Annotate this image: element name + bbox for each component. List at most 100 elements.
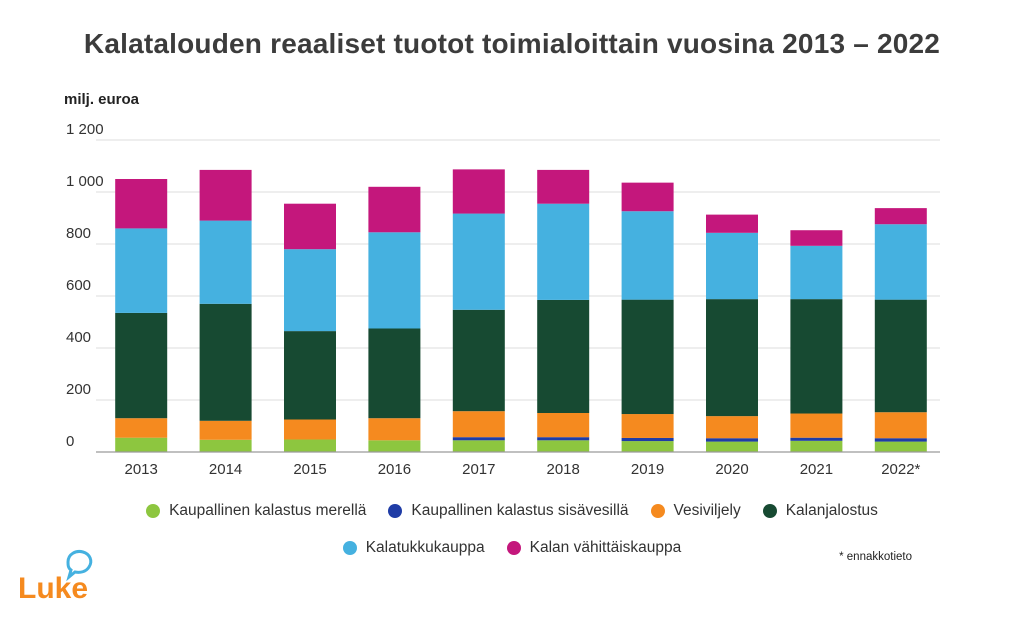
bar-segment (368, 328, 421, 419)
bar-segment (452, 440, 505, 452)
bar-segment (368, 440, 421, 452)
legend-item: Kalan vähittäiskauppa (506, 539, 682, 557)
bar-segment (199, 169, 252, 221)
bar-segment (284, 331, 336, 420)
y-tick-label: 800 (66, 225, 91, 242)
x-tick-label: 2015 (293, 461, 326, 478)
y-tick-label: 400 (66, 329, 91, 346)
y-axis-label: milj. euroa (64, 91, 140, 108)
bar-segment (115, 179, 168, 229)
bar-segment (790, 230, 843, 246)
x-tick-label: 2019 (631, 461, 664, 478)
bar-segment (537, 413, 590, 438)
bar-segment (115, 418, 168, 438)
bar-segment (874, 441, 927, 452)
bar-segment (874, 412, 927, 439)
bar-segment (706, 438, 758, 442)
legend-row-2: Kalatukkukauppa Kalan vähittäiskauppa (0, 539, 1024, 557)
x-tick-label: 2021 (800, 461, 833, 478)
legend-swatch (506, 541, 521, 555)
legend-label: Kalan vähittäiskauppa (529, 539, 682, 556)
luke-logo: Luke (16, 548, 96, 609)
bar-segment (874, 299, 927, 413)
legend-item: Kaupallinen kalastus sisävesillä (388, 502, 629, 520)
bar-segment (621, 441, 674, 452)
bar-segment (537, 169, 590, 204)
legend-row-1: Kaupallinen kalastus merellä Kaupallinen … (0, 502, 1024, 520)
bar-segment (537, 203, 590, 300)
chart-title: Kalatalouden reaaliset tuotot toimialoit… (83, 28, 941, 59)
y-tick-label: 1 200 (66, 121, 104, 138)
bar-segment (368, 232, 421, 329)
y-tick-label: 200 (66, 381, 91, 398)
bar-segment (706, 232, 758, 300)
bar-segment (284, 249, 336, 332)
bar-segment (537, 440, 590, 452)
legend-swatch (342, 541, 357, 555)
x-tick-label: 2017 (462, 461, 495, 478)
legend-swatch (650, 504, 665, 518)
bar-segment (790, 437, 843, 441)
logo-text: Luke (18, 572, 88, 604)
bar-segment (621, 437, 674, 442)
bar-segment (284, 203, 336, 250)
bar-segment (199, 303, 252, 421)
bar-segment (706, 214, 758, 233)
speech-bubble-icon (66, 550, 93, 582)
bar-segment (452, 437, 505, 441)
bar-segment (368, 418, 421, 441)
stacked-bar-chart: milj. euroa 0 200 400 600 800 1 000 1 200 2013 20… (64, 91, 940, 478)
legend-label: Kalanjalostus (785, 502, 878, 519)
bar-segment (621, 299, 674, 415)
bar-segment (874, 224, 927, 300)
footnote: * ennakkotieto (839, 551, 912, 563)
bar-segment (199, 439, 252, 452)
bar-segment (537, 437, 590, 441)
bar-segment (537, 299, 590, 413)
legend-label: Kalatukkukauppa (365, 539, 485, 556)
bar-segment (790, 440, 843, 452)
legend-item: Kalatukkukauppa (342, 539, 485, 557)
legend-swatch (762, 504, 777, 518)
legend-swatch (146, 504, 161, 518)
bar-segment (706, 299, 758, 417)
bar-segment (621, 414, 674, 438)
bar-segment (368, 186, 421, 233)
y-tick-label: 0 (66, 433, 74, 450)
bar-segment (115, 437, 168, 452)
bar-segment (284, 419, 336, 440)
bar-segment (199, 220, 252, 304)
legend-label: Kaupallinen kalastus merellä (169, 502, 367, 519)
bar-segment (790, 245, 843, 300)
legend-label: Kaupallinen kalastus sisävesillä (411, 502, 629, 519)
y-tick-label: 1 000 (66, 173, 104, 190)
bar-segment (706, 441, 758, 452)
x-tick-label: 2022* (881, 461, 920, 478)
bar-segment (621, 182, 674, 212)
legend-label: Vesiviljely (673, 502, 741, 519)
bar-segment (452, 309, 505, 412)
bar-segment (621, 211, 674, 300)
x-tick-label: 2014 (209, 461, 242, 478)
bar-segment (115, 312, 168, 419)
legend-item: Kalanjalostus (762, 502, 878, 520)
bar-segment (199, 420, 252, 440)
bar-segment (706, 416, 758, 439)
legend-item: Vesiviljely (650, 502, 741, 520)
bar-segment (115, 228, 168, 313)
bar-segment (452, 169, 505, 214)
x-tick-label: 2020 (715, 461, 748, 478)
legend-swatch (388, 504, 403, 518)
bar-segment (452, 411, 505, 438)
x-tick-label: 2016 (378, 461, 411, 478)
bar-segment (452, 213, 505, 310)
x-tick-label: 2018 (547, 461, 580, 478)
bar-segment (284, 439, 336, 452)
bar-segment (874, 438, 927, 442)
bar-segment (790, 299, 843, 414)
x-tick-label: 2013 (125, 461, 158, 478)
bar-segment (874, 208, 927, 225)
bar-segment (790, 413, 843, 438)
legend-item: Kaupallinen kalastus merellä (146, 502, 366, 520)
y-tick-label: 600 (66, 277, 91, 294)
